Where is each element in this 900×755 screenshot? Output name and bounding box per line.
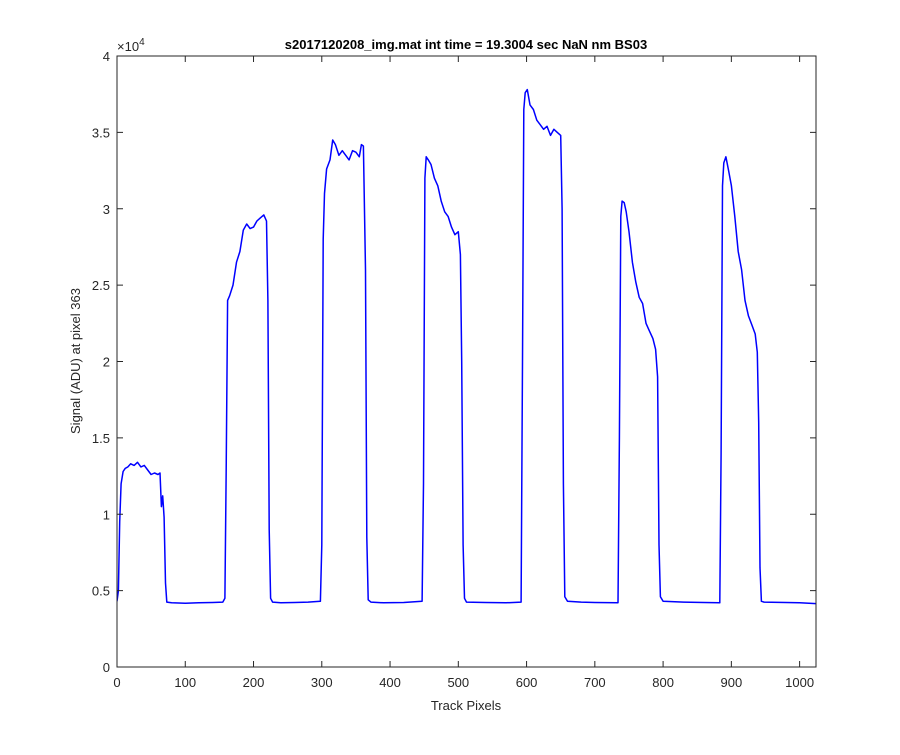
x-tick-label: 500 xyxy=(447,675,469,690)
x-axis: 0 100 200 300 400 500 600 700 800 900 1000 xyxy=(113,56,814,690)
plot-background xyxy=(117,56,816,667)
y-tick-label: 4 xyxy=(103,49,110,64)
x-tick-label: 200 xyxy=(243,675,265,690)
x-tick-label: 900 xyxy=(721,675,743,690)
y-axis-exponent-power: 4 xyxy=(139,37,145,48)
y-tick-label: 3 xyxy=(103,202,110,217)
y-tick-label: 3.5 xyxy=(92,125,110,140)
x-tick-label: 800 xyxy=(652,675,674,690)
y-tick-label: 0.5 xyxy=(92,584,110,599)
y-tick-label: 1.5 xyxy=(92,431,110,446)
x-tick-label: 300 xyxy=(311,675,333,690)
y-axis-exponent-base: ×10 xyxy=(117,39,139,54)
y-tick-label: 2 xyxy=(103,355,110,370)
x-tick-label: 600 xyxy=(516,675,538,690)
y-axis: 0 0.5 1 1.5 2 2.5 3 3.5 4 xyxy=(92,49,816,675)
x-tick-label: 400 xyxy=(379,675,401,690)
series-line xyxy=(117,88,816,605)
x-tick-label: 100 xyxy=(174,675,196,690)
y-axis-exponent: ×104 xyxy=(117,37,145,54)
x-tick-label: 700 xyxy=(584,675,606,690)
chart-title: s2017120208_img.mat int time = 19.3004 s… xyxy=(285,37,647,52)
y-tick-label: 2.5 xyxy=(92,278,110,293)
y-axis-label: Signal (ADU) at pixel 363 xyxy=(68,288,83,434)
x-tick-label: 0 xyxy=(113,675,120,690)
y-tick-label: 1 xyxy=(103,507,110,522)
y-tick-label: 0 xyxy=(103,660,110,675)
x-tick-label: 1000 xyxy=(785,675,814,690)
x-axis-label: Track Pixels xyxy=(431,698,502,713)
